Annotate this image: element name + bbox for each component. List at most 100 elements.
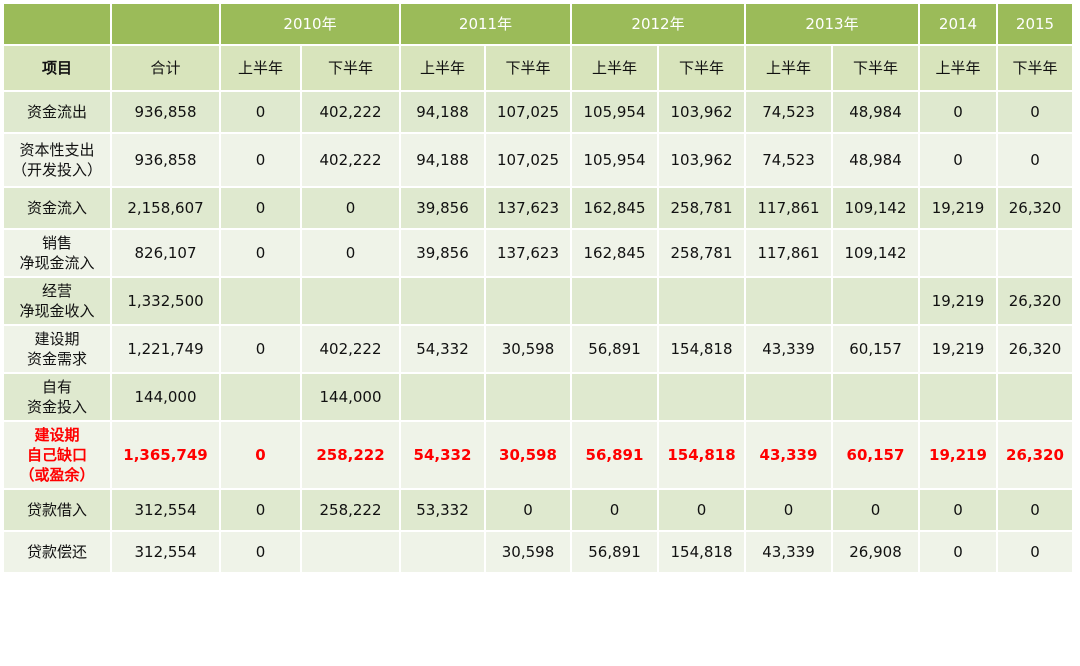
total-cell: 1,332,500 xyxy=(112,278,219,324)
value-cell xyxy=(572,374,657,420)
value-cell: 30,598 xyxy=(486,532,570,572)
value-cell: 48,984 xyxy=(833,134,918,186)
year-header-row: 2010年 2011年 2012年 2013年 2014 2015 xyxy=(4,4,1072,44)
value-cell xyxy=(920,374,996,420)
value-cell: 48,984 xyxy=(833,92,918,132)
value-cell: 19,219 xyxy=(920,326,996,372)
row-label: 贷款借入 xyxy=(4,490,110,530)
table-row: 贷款借入 312,554 0 258,222 53,332 0 0 0 0 0 0 0 xyxy=(4,490,1072,530)
value-cell: 137,623 xyxy=(486,230,570,276)
half-year-header: 下半年 xyxy=(833,46,918,90)
value-cell: 105,954 xyxy=(572,92,657,132)
value-cell: 43,339 xyxy=(746,532,831,572)
value-cell: 0 xyxy=(998,532,1072,572)
value-cell: 53,332 xyxy=(401,490,484,530)
total-cell: 1,221,749 xyxy=(112,326,219,372)
half-year-header: 上半年 xyxy=(221,46,300,90)
value-cell: 0 xyxy=(486,490,570,530)
value-cell: 402,222 xyxy=(302,326,399,372)
total-cell: 2,158,607 xyxy=(112,188,219,228)
value-cell: 258,781 xyxy=(659,188,744,228)
half-year-header: 下半年 xyxy=(998,46,1072,90)
value-cell: 0 xyxy=(221,532,300,572)
half-year-header: 下半年 xyxy=(486,46,570,90)
value-cell: 0 xyxy=(746,490,831,530)
value-cell xyxy=(659,278,744,324)
row-label: 资本性支出 （开发投入） xyxy=(4,134,110,186)
value-cell xyxy=(221,374,300,420)
value-cell xyxy=(998,374,1072,420)
value-cell: 0 xyxy=(221,134,300,186)
financial-table: 2010年 2011年 2012年 2013年 2014 2015 项目 合计 … xyxy=(2,2,1074,574)
year-header-2015: 2015 xyxy=(998,4,1072,44)
value-cell: 26,908 xyxy=(833,532,918,572)
value-cell: 60,157 xyxy=(833,326,918,372)
table-body: 资金流出 936,858 0 402,222 94,188 107,025 105,954 1… xyxy=(4,92,1072,572)
half-year-header: 上半年 xyxy=(572,46,657,90)
value-cell: 0 xyxy=(221,92,300,132)
value-cell: 56,891 xyxy=(572,422,657,488)
value-cell: 0 xyxy=(998,134,1072,186)
value-cell: 162,845 xyxy=(572,230,657,276)
value-cell: 26,320 xyxy=(998,278,1072,324)
value-cell: 19,219 xyxy=(920,188,996,228)
half-year-header: 上半年 xyxy=(920,46,996,90)
value-cell: 103,962 xyxy=(659,92,744,132)
row-label: 销售 净现金流入 xyxy=(4,230,110,276)
total-cell: 826,107 xyxy=(112,230,219,276)
value-cell: 94,188 xyxy=(401,92,484,132)
value-cell: 0 xyxy=(920,490,996,530)
value-cell xyxy=(302,278,399,324)
value-cell: 137,623 xyxy=(486,188,570,228)
value-cell: 258,222 xyxy=(302,422,399,488)
value-cell: 60,157 xyxy=(833,422,918,488)
value-cell xyxy=(221,278,300,324)
value-cell xyxy=(746,278,831,324)
value-cell: 39,856 xyxy=(401,188,484,228)
value-cell xyxy=(659,374,744,420)
value-cell: 0 xyxy=(221,490,300,530)
value-cell: 117,861 xyxy=(746,230,831,276)
value-cell: 0 xyxy=(221,422,300,488)
value-cell: 105,954 xyxy=(572,134,657,186)
value-cell: 0 xyxy=(221,230,300,276)
value-cell: 0 xyxy=(998,490,1072,530)
value-cell: 94,188 xyxy=(401,134,484,186)
value-cell: 74,523 xyxy=(746,92,831,132)
value-cell: 39,856 xyxy=(401,230,484,276)
value-cell: 103,962 xyxy=(659,134,744,186)
row-label: 经营 净现金收入 xyxy=(4,278,110,324)
value-cell: 56,891 xyxy=(572,532,657,572)
row-label: 贷款偿还 xyxy=(4,532,110,572)
row-label: 资金流入 xyxy=(4,188,110,228)
value-cell: 402,222 xyxy=(302,92,399,132)
value-cell: 0 xyxy=(920,92,996,132)
value-cell xyxy=(833,374,918,420)
value-cell: 30,598 xyxy=(486,422,570,488)
subheader-row: 项目 合计 上半年 下半年 上半年 下半年 上半年 下半年 上半年 下半年 上半… xyxy=(4,46,1072,90)
value-cell: 258,222 xyxy=(302,490,399,530)
value-cell: 154,818 xyxy=(659,326,744,372)
value-cell: 30,598 xyxy=(486,326,570,372)
total-cell: 936,858 xyxy=(112,92,219,132)
value-cell: 0 xyxy=(659,490,744,530)
total-cell: 1,365,749 xyxy=(112,422,219,488)
year-header-2012: 2012年 xyxy=(572,4,744,44)
table-row: 自有 资金投入 144,000 144,000 xyxy=(4,374,1072,420)
half-year-header: 下半年 xyxy=(302,46,399,90)
year-header-2011: 2011年 xyxy=(401,4,570,44)
value-cell xyxy=(302,532,399,572)
value-cell xyxy=(486,374,570,420)
table-row: 资金流入 2,158,607 0 0 39,856 137,623 162,845 258,7… xyxy=(4,188,1072,228)
value-cell: 26,320 xyxy=(998,326,1072,372)
value-cell: 56,891 xyxy=(572,326,657,372)
total-cell: 144,000 xyxy=(112,374,219,420)
value-cell: 43,339 xyxy=(746,422,831,488)
value-cell xyxy=(920,230,996,276)
value-cell: 154,818 xyxy=(659,422,744,488)
value-cell xyxy=(401,374,484,420)
table-row: 销售 净现金流入 826,107 0 0 39,856 137,623 162,845 258… xyxy=(4,230,1072,276)
row-label: 资金流出 xyxy=(4,92,110,132)
value-cell xyxy=(401,532,484,572)
value-cell: 117,861 xyxy=(746,188,831,228)
